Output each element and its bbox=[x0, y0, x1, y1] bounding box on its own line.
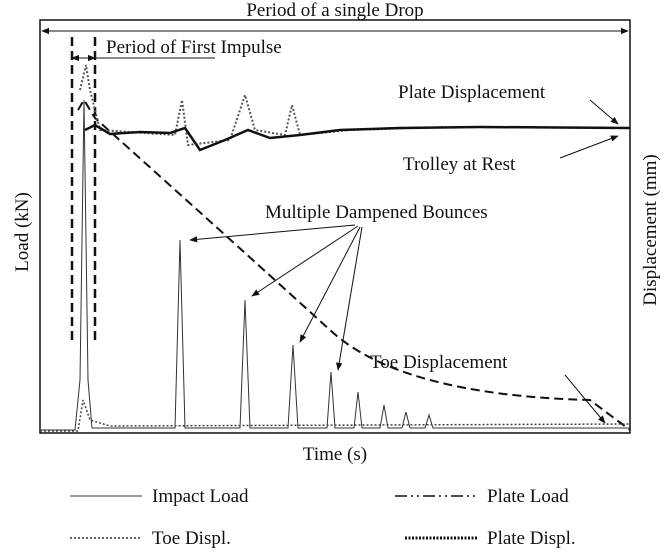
plate-displacement bbox=[84, 123, 631, 152]
impact-load bbox=[40, 99, 630, 431]
annotation-arrow bbox=[589, 99, 619, 125]
legend-label: Toe Displ. bbox=[152, 528, 231, 549]
legend-label: Plate Load bbox=[487, 486, 569, 507]
y2-axis-label: Displacement (mm) bbox=[640, 154, 661, 305]
annotation: Multiple Dampened Bounces bbox=[265, 202, 488, 223]
chart-subtitle: Period of First Impulse bbox=[106, 37, 282, 58]
legend-label: Plate Displ. bbox=[487, 528, 576, 549]
y-axis-label: Load (kN) bbox=[12, 192, 33, 272]
annotation: Trolley at Rest bbox=[403, 154, 516, 175]
chart-title: Period of a single Drop bbox=[246, 0, 423, 21]
annotation: Plate Displacement bbox=[398, 82, 546, 103]
plate-load bbox=[77, 98, 631, 431]
annotation: Toe Displacement bbox=[370, 352, 508, 373]
legend-label: Impact Load bbox=[152, 486, 249, 507]
bounce-arrows bbox=[189, 224, 363, 371]
annotation-arrow bbox=[564, 374, 606, 424]
annotation-arrow bbox=[559, 135, 619, 159]
plot-frame bbox=[39, 19, 631, 434]
x-axis-label: Time (s) bbox=[303, 444, 367, 465]
